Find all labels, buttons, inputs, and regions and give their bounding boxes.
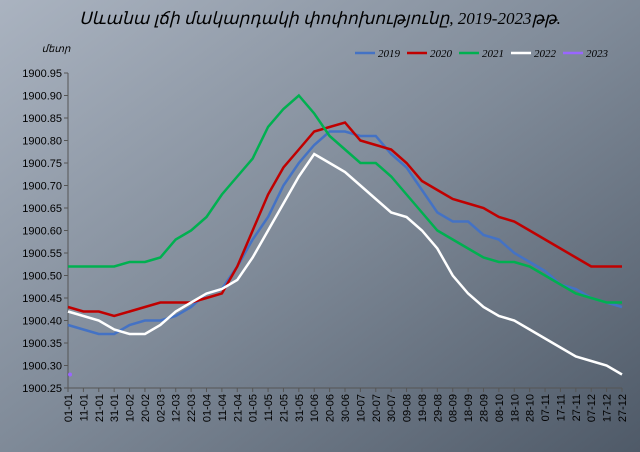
y-tick-label: 1900.80	[22, 136, 62, 148]
x-tick-label: 01-01	[63, 394, 75, 422]
x-tick-label: 27-12	[617, 394, 629, 422]
x-tick-label: 30-07	[386, 394, 398, 422]
x-tick-label: 01-04	[202, 394, 214, 422]
y-tick-label: 1900.75	[22, 158, 62, 170]
y-tick-label: 1900.95	[22, 68, 62, 80]
x-tick-label: 28-09	[479, 394, 491, 422]
series-line	[67, 121, 622, 318]
series-point	[68, 372, 72, 377]
x-tick-label: 22-03	[186, 394, 198, 422]
x-tick-label: 27-11	[571, 394, 583, 421]
y-tick-label: 1900.65	[22, 203, 62, 215]
x-tick-label: 28-10	[525, 394, 537, 422]
x-tick-label: 21-01	[94, 394, 106, 422]
series-line	[68, 93, 622, 304]
x-tick-label: 29-08	[432, 394, 444, 422]
y-tick-label: 1900.35	[22, 338, 62, 350]
x-tick-label: 20-02	[140, 394, 152, 422]
x-tick-label: 09-08	[402, 394, 414, 422]
y-tick-label: 1900.40	[22, 316, 62, 328]
chart-title: Սևանա լճի մակարդակի փոփոխությունը, 2019-…	[79, 9, 561, 28]
legend-label: 2022	[534, 48, 557, 60]
y-tick-label: 1900.60	[22, 226, 62, 238]
y-tick-label: 1900.45	[22, 293, 62, 305]
x-tick-label: 10-02	[125, 394, 137, 422]
x-tick-label: 11-04	[217, 394, 229, 421]
x-tick-label: 07-12	[586, 394, 598, 422]
y-tick-label: 1900.25	[22, 383, 62, 395]
x-tick-label: 21-05	[278, 394, 290, 422]
x-tick-label: 01-05	[248, 394, 260, 422]
x-tick-label: 10-06	[309, 394, 321, 422]
x-tick-label: 20-07	[371, 394, 383, 422]
x-tick-label: 12-03	[171, 394, 183, 422]
x-tick-label: 08-10	[494, 394, 506, 422]
x-tick-label: 30-06	[340, 394, 352, 422]
x-tick-label: 10-07	[355, 394, 367, 422]
series-line	[67, 152, 623, 376]
legend-label: 2021	[482, 48, 504, 60]
x-tick-label: 17-12	[602, 394, 614, 422]
x-tick-label: 07-11	[540, 394, 552, 421]
x-tick-label: 17-11	[555, 394, 567, 421]
legend-label: 2019	[378, 48, 401, 60]
y-tick-label: 1900.30	[22, 361, 62, 373]
y-tick-label: 1900.70	[22, 181, 62, 193]
legend-label: 2023	[586, 48, 609, 60]
x-tick-label: 11-01	[78, 394, 90, 421]
x-tick-label: 18-09	[463, 394, 475, 422]
y-tick-label: 1900.90	[22, 91, 62, 103]
x-tick-label: 11-05	[263, 394, 275, 421]
series-line	[67, 130, 623, 336]
y-tick-label: 1900.55	[22, 248, 62, 260]
x-tick-label: 31-01	[109, 394, 121, 422]
y-axis-label: մետր	[42, 44, 71, 55]
x-tick-label: 08-09	[448, 394, 460, 422]
x-tick-label: 31-05	[294, 394, 306, 422]
y-tick-label: 1900.50	[22, 271, 62, 283]
y-tick-label: 1900.85	[22, 113, 62, 125]
x-tick-label: 21-04	[232, 394, 244, 422]
x-tick-label: 19-08	[417, 394, 429, 422]
x-tick-label: 02-03	[155, 394, 167, 422]
x-tick-label: 18-10	[509, 394, 521, 422]
legend-label: 2020	[430, 48, 453, 60]
x-tick-label: 20-06	[325, 394, 337, 422]
